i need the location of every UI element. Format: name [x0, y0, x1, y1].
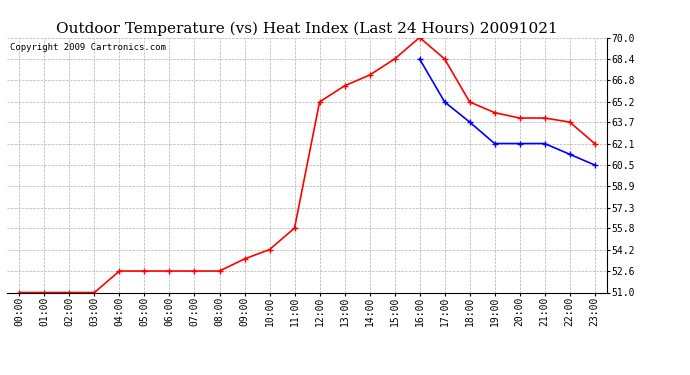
Title: Outdoor Temperature (vs) Heat Index (Last 24 Hours) 20091021: Outdoor Temperature (vs) Heat Index (Las… — [56, 22, 558, 36]
Text: Copyright 2009 Cartronics.com: Copyright 2009 Cartronics.com — [10, 43, 166, 52]
